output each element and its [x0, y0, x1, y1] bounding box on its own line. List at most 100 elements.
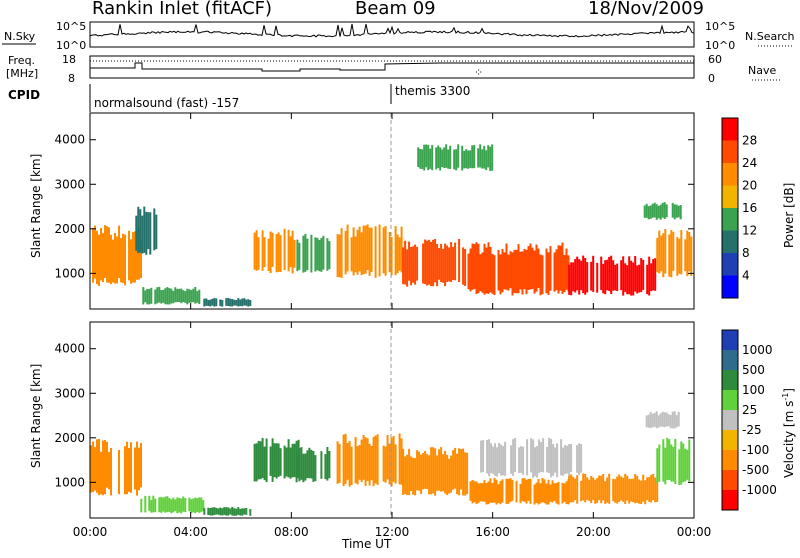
velocity-cell	[512, 439, 515, 476]
velocity-colorbar-segment	[722, 470, 738, 490]
velocity-cell	[412, 457, 415, 495]
velocity-cell	[496, 447, 499, 477]
power-cell	[481, 252, 484, 293]
power-cell	[219, 299, 222, 307]
velocity-colorbar-tick-label: -1000	[742, 483, 777, 497]
power-cell	[547, 252, 550, 295]
velocity-cell	[420, 454, 423, 494]
power-cell	[235, 300, 238, 306]
velocity-cell	[289, 447, 292, 479]
power-ylabel: Slant Range [km]	[29, 154, 43, 258]
velocity-cell	[428, 455, 431, 495]
power-cell	[402, 247, 405, 285]
power-cell	[531, 247, 534, 290]
velocity-cell	[642, 474, 645, 502]
power-cell	[662, 233, 665, 278]
date-title: 18/Nov/2009	[588, 0, 704, 19]
power-cell	[656, 237, 659, 273]
velocity-cell	[283, 445, 286, 479]
velocity-cell	[539, 483, 542, 504]
velocity-band-6	[402, 447, 469, 496]
power-cell	[241, 298, 244, 307]
velocity-cell	[253, 443, 256, 482]
velocity-cell	[390, 437, 393, 487]
velocity-cell	[370, 445, 373, 481]
velocity-cell	[229, 508, 232, 515]
power-cell	[559, 245, 562, 291]
freq-tick-bottom: 8	[68, 72, 75, 85]
power-cell	[430, 241, 433, 286]
velocity-cell	[669, 414, 672, 429]
power-cell	[215, 298, 218, 307]
power-cell	[650, 263, 653, 292]
velocity-cell	[640, 480, 643, 504]
velocity-cell	[287, 439, 290, 478]
velocity-ylabel: Slant Range [km]	[29, 364, 43, 468]
power-cell	[139, 209, 142, 253]
time-tick-label: 16:00	[475, 525, 510, 539]
velocity-cell	[358, 445, 361, 480]
velocity-colorbar-title-end: ]	[782, 388, 796, 393]
velocity-cell	[499, 480, 502, 505]
velocity-band-1	[140, 495, 205, 514]
power-cell	[318, 240, 321, 272]
power-cell	[358, 226, 361, 272]
power-cell	[657, 205, 660, 219]
velocity-cell	[671, 411, 674, 429]
power-band-9	[568, 255, 657, 296]
power-cell	[205, 298, 208, 306]
velocity-cell	[600, 475, 603, 504]
velocity-ytick-label: 1000	[54, 475, 85, 489]
power-cell	[438, 248, 441, 280]
power-colorbar-tick-label: 24	[742, 156, 757, 170]
power-cell	[634, 256, 637, 292]
velocity-cell	[203, 508, 206, 515]
power-cell	[561, 242, 564, 294]
velocity-panel: 1000 2000 3000 4000 Slant Range [km]	[29, 321, 695, 519]
power-cell	[592, 255, 595, 292]
power-cell	[453, 149, 456, 170]
velocity-cell	[438, 449, 441, 491]
power-cell	[378, 224, 381, 277]
velocity-colorbar-tick-label: 500	[742, 363, 765, 377]
power-cell	[356, 229, 359, 275]
velocity-cell	[108, 452, 110, 490]
power-cell	[114, 232, 116, 284]
velocity-cell	[657, 415, 660, 428]
power-cell	[120, 238, 122, 283]
power-cell	[320, 237, 323, 272]
power-cell	[400, 226, 403, 273]
power-cell	[435, 147, 438, 170]
power-cell	[645, 203, 648, 218]
velocity-ytick-label: 3000	[54, 386, 85, 400]
power-cell	[116, 236, 118, 284]
velocity-cell	[320, 451, 323, 479]
time-tick-label: 00:00	[677, 525, 712, 539]
velocity-cell	[490, 443, 493, 474]
power-cell	[168, 288, 171, 305]
power-cell	[582, 255, 585, 294]
power-cell	[455, 149, 458, 171]
velocity-cell	[677, 411, 680, 427]
velocity-cell	[460, 449, 463, 490]
velocity-cell	[622, 477, 625, 502]
velocity-cell	[338, 443, 341, 483]
power-cell	[410, 247, 413, 286]
power-cell	[648, 256, 651, 296]
velocity-cell	[235, 508, 238, 516]
power-cell	[150, 287, 153, 304]
power-cell	[461, 145, 464, 171]
velocity-data-layer	[90, 411, 691, 516]
noise-left-tick-top: 10^5	[56, 20, 86, 33]
noise-left-label: N.Sky	[4, 30, 36, 43]
power-ytick-label: 4000	[54, 133, 85, 147]
velocity-cell	[654, 477, 657, 503]
velocity-cell	[442, 454, 445, 492]
velocity-cell	[594, 479, 597, 504]
power-cell	[624, 263, 627, 292]
velocity-cell	[632, 478, 635, 503]
power-cell	[267, 238, 270, 272]
velocity-cell	[658, 444, 661, 482]
power-cell	[314, 237, 317, 272]
power-cell	[517, 244, 520, 294]
